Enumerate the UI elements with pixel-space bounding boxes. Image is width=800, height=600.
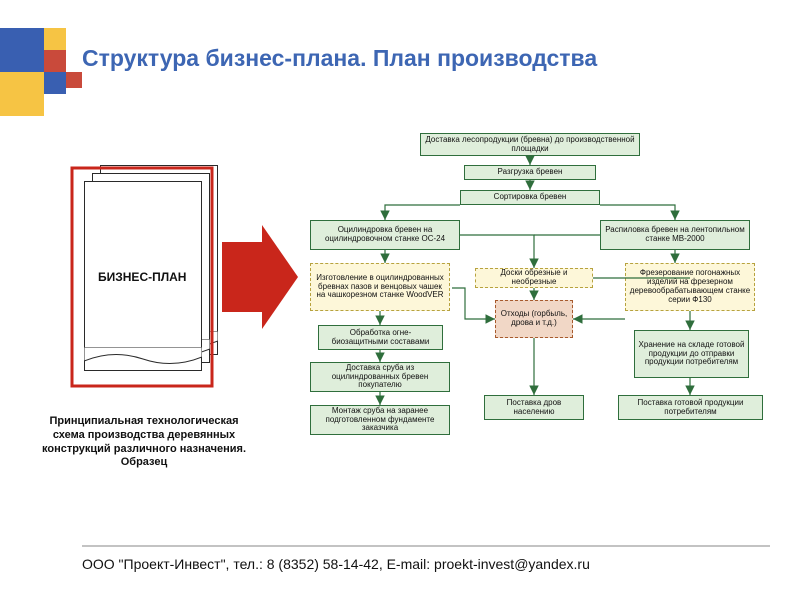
node-n4: Оцилиндровка бревен на оцилиндровочном с… bbox=[310, 220, 460, 250]
node-n12: Доставка сруба из оцилиндрованных бревен… bbox=[310, 362, 450, 392]
node-n13: Поставка дров населению bbox=[484, 395, 584, 420]
node-n2: Разгрузка бревен bbox=[464, 165, 596, 180]
node-n10: Обработка огне-биозащитными составами bbox=[318, 325, 443, 350]
node-n8: Фрезерование погонажных изделий на фрезе… bbox=[625, 263, 755, 311]
node-n15: Монтаж сруба на заранее подготовленном ф… bbox=[310, 405, 450, 435]
node-n9: Отходы (горбыль, дрова и т.д.) bbox=[495, 300, 573, 338]
node-n7: Доски обрезные и необрезные bbox=[475, 268, 593, 288]
node-n14: Поставка готовой продукции потребителям bbox=[618, 395, 763, 420]
node-n5: Распиловка бревен на лентопильном станке… bbox=[600, 220, 750, 250]
node-n6: Изготовление в оцилиндрованных бревнах п… bbox=[310, 263, 450, 311]
node-n1: Доставка лесопродукции (бревна) до произ… bbox=[420, 133, 640, 156]
node-n3: Сортировка бревен bbox=[460, 190, 600, 205]
node-n11: Хранение на складе готовой продукции до … bbox=[634, 330, 749, 378]
